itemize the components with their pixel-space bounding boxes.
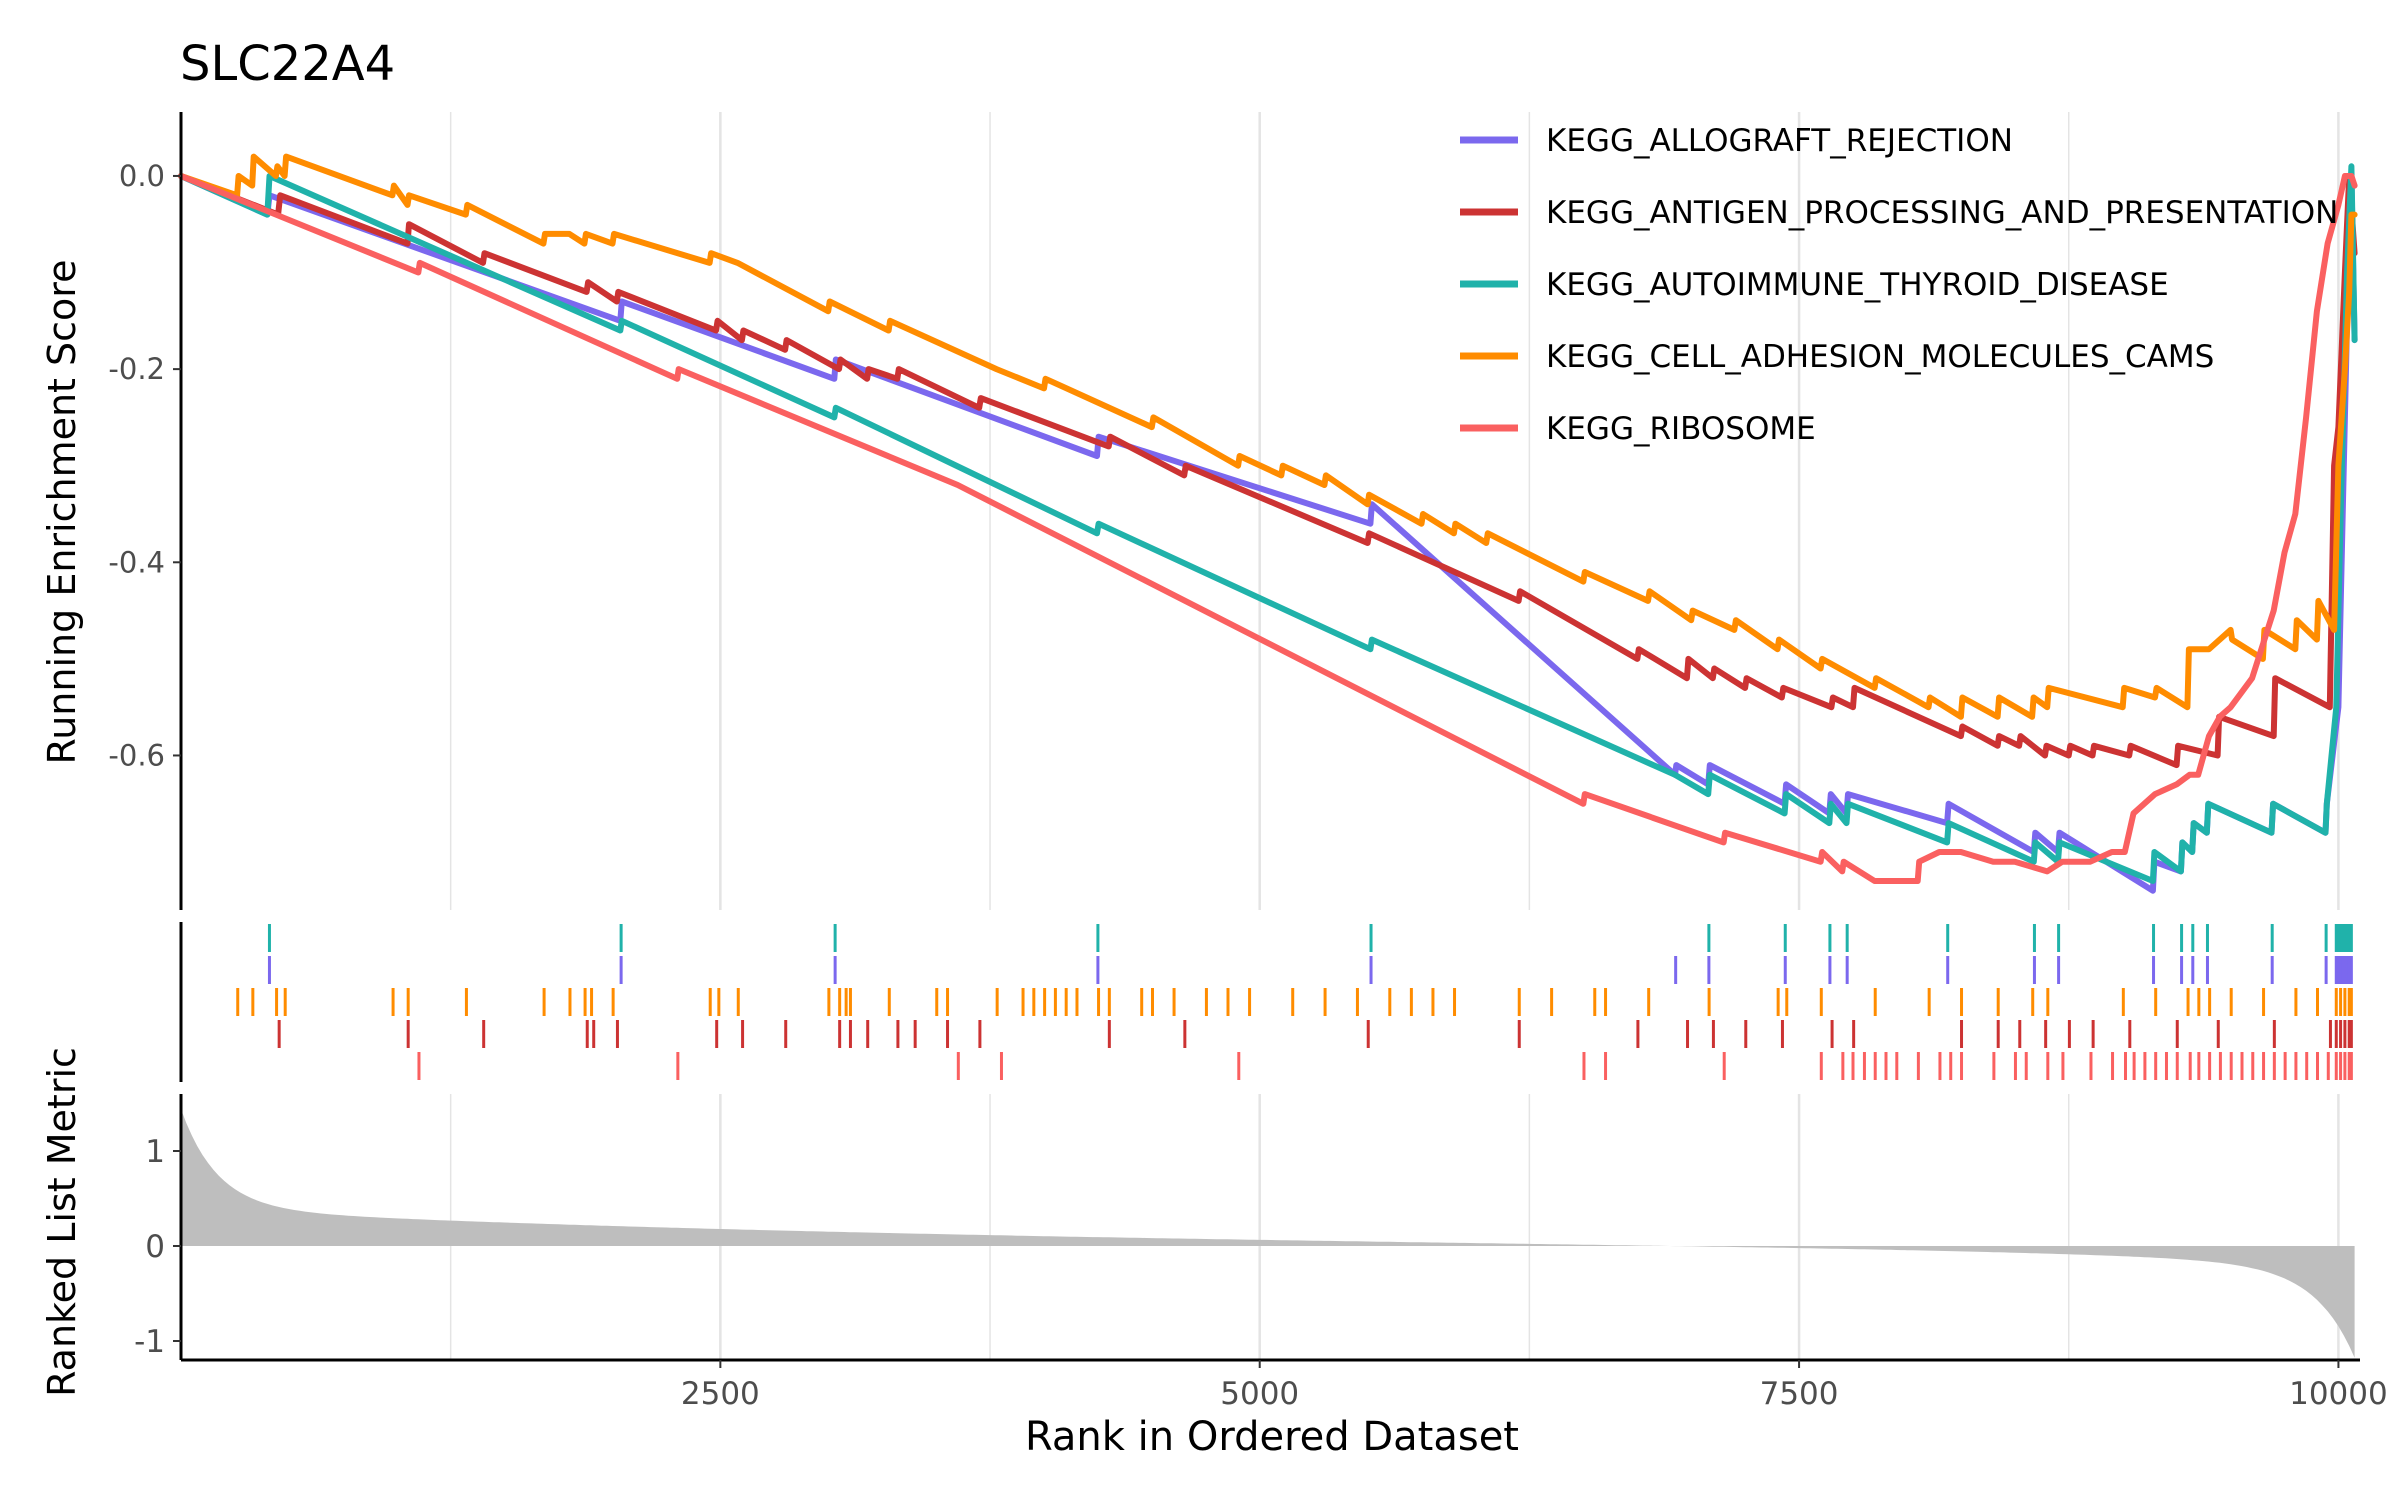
bottom-panel-gridlines xyxy=(449,1094,2340,1360)
legend-label-kegg-ribosome: KEGG_RIBOSOME xyxy=(1546,411,1816,447)
bottom-y-tick-label-1: 0 xyxy=(145,1229,165,1265)
x-tick-label-3: 10000 xyxy=(2289,1376,2388,1412)
y-axis-label-top: Running Enrichment Score xyxy=(40,260,84,765)
legend: KEGG_ALLOGRAFT_REJECTION KEGG_ANTIGEN_PRO… xyxy=(1460,123,2338,447)
series-line-kegg-cell-adhesion-molecules-cams xyxy=(178,153,2358,720)
legend-label-kegg-antigen-processing-and-presentation: KEGG_ANTIGEN_PROCESSING_AND_PRESENTATION xyxy=(1546,195,2338,231)
bottom-y-tick-label-2: -1 xyxy=(134,1324,165,1360)
bottom-y-tick-label-0: 1 xyxy=(145,1134,165,1170)
enrichment-lines xyxy=(178,153,2358,894)
ranked-metric-fill xyxy=(181,1109,2355,1358)
x-tick-label-1: 5000 xyxy=(1220,1376,1299,1412)
bottom-panel-axes: 1 0 -1 2500 5000 7500 10000 xyxy=(134,1094,2388,1412)
legend-label-kegg-allograft-rejection: KEGG_ALLOGRAFT_REJECTION xyxy=(1546,123,2013,159)
x-tick-label-0: 2500 xyxy=(681,1376,760,1412)
top-panel-axes: 0.0 -0.2 -0.4 -0.6 xyxy=(108,112,183,910)
series-line-kegg-antigen-processing-and-presentation xyxy=(178,173,2358,769)
ranked-metric-area xyxy=(181,1109,2355,1358)
series-line-kegg-autoimmune-thyroid-disease xyxy=(178,163,2358,884)
series-line-kegg-ribosome xyxy=(178,173,2358,884)
legend-label-kegg-autoimmune-thyroid-disease: KEGG_AUTOIMMUNE_THYROID_DISEASE xyxy=(1546,267,2169,303)
gene-hit-rows xyxy=(179,922,2353,1082)
top-y-tick-label-1: -0.2 xyxy=(108,352,165,386)
legend-label-kegg-cell-adhesion-molecules-cams: KEGG_CELL_ADHESION_MOLECULES_CAMS xyxy=(1546,339,2214,375)
top-y-tick-label-3: -0.6 xyxy=(108,738,165,772)
y-axis-label-bottom: Ranked List Metric xyxy=(40,1047,84,1397)
top-y-tick-label-2: -0.4 xyxy=(108,545,165,579)
chart-title: SLC22A4 xyxy=(180,36,395,92)
x-tick-label-2: 7500 xyxy=(1760,1376,1839,1412)
top-y-tick-label-0: 0.0 xyxy=(119,159,165,193)
x-axis-label: Rank in Ordered Dataset xyxy=(1025,1414,1519,1460)
top-panel-gridlines xyxy=(449,112,2340,910)
